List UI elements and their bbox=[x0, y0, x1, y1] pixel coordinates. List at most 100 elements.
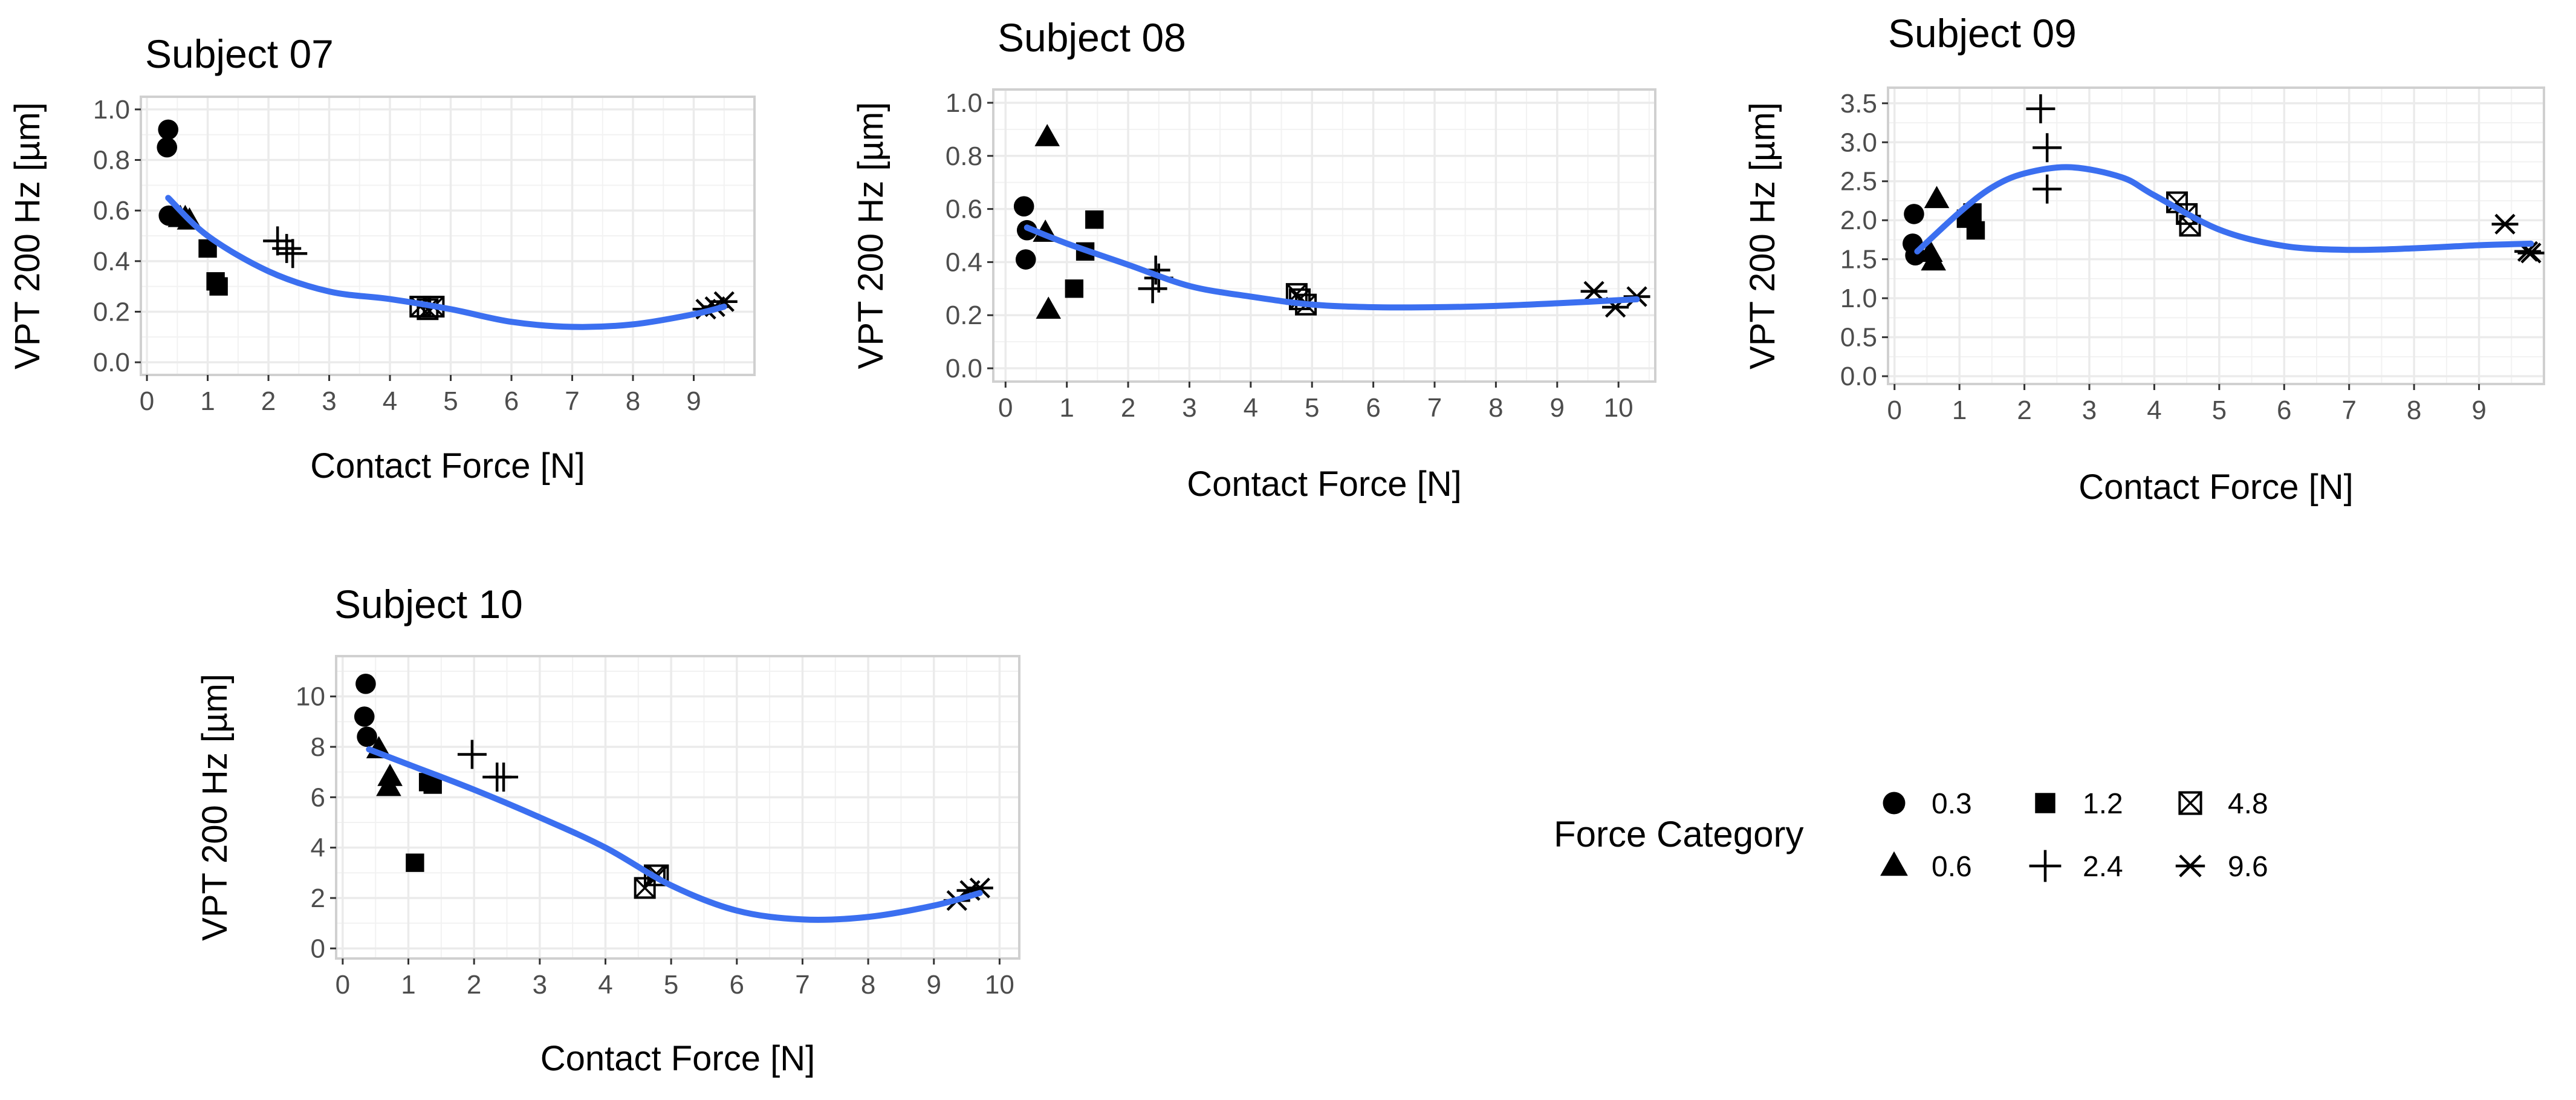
x-tick-label: 5 bbox=[1305, 393, 1319, 423]
data-point-0_3 bbox=[1015, 249, 1036, 270]
y-tick-label: 2.0 bbox=[1840, 206, 1877, 235]
data-point-0_3 bbox=[1013, 196, 1034, 217]
smooth-line bbox=[165, 195, 727, 330]
y-tick-label: 0.2 bbox=[946, 301, 982, 330]
y-tick-label: 2.5 bbox=[1840, 167, 1877, 197]
panel-border bbox=[992, 88, 1656, 383]
plot-area bbox=[336, 656, 1019, 958]
data-point-0_3 bbox=[355, 674, 376, 694]
data-point-2_4 bbox=[489, 763, 519, 792]
x-axis-label: Contact Force [N] bbox=[2078, 467, 2353, 507]
y-tick-label: 2 bbox=[311, 884, 325, 913]
data-point-2_4 bbox=[2026, 94, 2055, 123]
y-tick-label: 0.6 bbox=[93, 196, 130, 226]
y-axis-label: VPT 200 Hz [µm] bbox=[8, 102, 47, 369]
x-tick-label: 1 bbox=[200, 386, 215, 416]
x-tick-label: 8 bbox=[626, 386, 640, 416]
x-axis-label: Contact Force [N] bbox=[310, 446, 585, 486]
chart-title: Subject 10 bbox=[334, 582, 523, 626]
x-tick-label: 4 bbox=[2147, 395, 2161, 425]
y-tick-label: 0.8 bbox=[93, 146, 130, 175]
x-tick-label: 3 bbox=[2082, 395, 2097, 425]
x-tick-label: 7 bbox=[1427, 393, 1442, 423]
legend-item-0_6: 0.6 bbox=[1880, 851, 1972, 883]
data-point-0_6 bbox=[377, 763, 403, 786]
y-tick-label: 0.2 bbox=[93, 297, 130, 327]
y-tick-label: 0.8 bbox=[946, 142, 982, 171]
x-tick-label: 7 bbox=[2341, 395, 2356, 425]
y-tick-label: 0.6 bbox=[946, 195, 982, 224]
x-tick-label: 0 bbox=[998, 393, 1013, 423]
y-tick-label: 1.0 bbox=[1840, 284, 1877, 313]
x-tick-label: 2 bbox=[1121, 393, 1135, 423]
data-point-0_6 bbox=[1921, 248, 1946, 271]
x-tick-label: 2 bbox=[467, 970, 481, 1000]
x-tick-label: 0 bbox=[140, 386, 154, 416]
panel-border bbox=[1887, 86, 2545, 385]
x-tick-label: 9 bbox=[927, 970, 941, 1000]
x-tick-label: 1 bbox=[401, 970, 415, 1000]
y-tick-label: 0.4 bbox=[946, 247, 982, 277]
panel-2: 0 1 2 3 4 5 6 7 8 9 0.0 0.5 1.0 1.5 2.0 2.5 3.0 3.5 Subjec… bbox=[1743, 11, 2545, 507]
data-point-0_3 bbox=[157, 137, 178, 158]
x-tick-label: 6 bbox=[1366, 393, 1380, 423]
smooth-line bbox=[1914, 164, 2534, 255]
data-point-2_4 bbox=[278, 239, 308, 268]
grid bbox=[336, 656, 1019, 958]
x-tick-label: 3 bbox=[322, 386, 336, 416]
x-tick-label: 9 bbox=[1550, 393, 1565, 423]
x-tick-label: 2 bbox=[2017, 395, 2031, 425]
y-tick-label: 1.0 bbox=[946, 88, 982, 118]
x-tick-label: 8 bbox=[861, 970, 875, 1000]
data-point-2_4 bbox=[2033, 133, 2062, 163]
data-point-9_6 bbox=[1580, 281, 1608, 302]
data-point-0_6 bbox=[1036, 296, 1062, 319]
x-tick-label: 9 bbox=[686, 386, 701, 416]
panel-3: 0 1 2 3 4 5 6 7 8 9 10 0 2 4 6 8 10 Subject 10 Contact For… bbox=[195, 582, 1020, 1078]
legend-label: 0.3 bbox=[1932, 788, 1972, 820]
y-axis-label: VPT 200 Hz [µm] bbox=[1743, 102, 1782, 369]
legend-label: 4.8 bbox=[2228, 788, 2268, 820]
x-tick-label: 8 bbox=[2407, 395, 2421, 425]
chart-title: Subject 08 bbox=[998, 15, 1186, 60]
x-axis-label: Contact Force [N] bbox=[1187, 464, 1461, 504]
x-tick-label: 10 bbox=[1604, 393, 1634, 423]
plot-area bbox=[1888, 88, 2544, 384]
panel-border bbox=[335, 655, 1020, 960]
data-point-0_6 bbox=[1034, 123, 1060, 146]
data-point-1_2 bbox=[1065, 279, 1084, 298]
panel-1: 0 1 2 3 4 5 6 7 8 9 10 0.0 0.2 0.4 0.6 0.8 1.0 Subject 08… bbox=[851, 15, 1656, 504]
y-tick-label: 3.0 bbox=[1840, 128, 1877, 157]
y-tick-label: 4 bbox=[311, 833, 325, 863]
x-tick-label: 3 bbox=[533, 970, 547, 1000]
legend-label: 0.6 bbox=[1932, 851, 1972, 883]
data-point-0_3 bbox=[354, 706, 375, 727]
legend-item-1_2: 1.2 bbox=[2035, 788, 2123, 820]
x-tick-label: 7 bbox=[795, 970, 809, 1000]
x-tick-label: 0 bbox=[336, 970, 350, 1000]
y-tick-label: 10 bbox=[296, 682, 325, 712]
smooth-line bbox=[1024, 224, 1640, 311]
data-point-2_4 bbox=[2033, 174, 2062, 204]
x-tick-label: 4 bbox=[383, 386, 397, 416]
legend-item-4_8: 4.8 bbox=[2178, 788, 2268, 820]
y-tick-label: 1.0 bbox=[93, 95, 130, 125]
x-tick-label: 6 bbox=[730, 970, 744, 1000]
x-tick-label: 8 bbox=[1488, 393, 1503, 423]
data-point-1_2 bbox=[406, 853, 424, 872]
x-tick-label: 5 bbox=[2212, 395, 2227, 425]
y-axis-label: VPT 200 Hz [µm] bbox=[851, 102, 891, 369]
smooth-line bbox=[366, 746, 983, 923]
x-tick-label: 7 bbox=[565, 386, 579, 416]
grid bbox=[1888, 88, 2544, 384]
x-tick-label: 6 bbox=[504, 386, 519, 416]
legend-title: Force Category bbox=[1554, 814, 1804, 854]
legend: Force Category 0.3 0.6 1.2 2.4 4.8 9.6 bbox=[1554, 788, 2268, 883]
data-point-1_2 bbox=[209, 277, 228, 296]
y-tick-label: 0.0 bbox=[946, 354, 982, 383]
y-tick-label: 0.4 bbox=[93, 247, 130, 276]
legend-label: 1.2 bbox=[2083, 788, 2123, 820]
x-tick-label: 1 bbox=[1059, 393, 1074, 423]
data-point-0_3 bbox=[357, 726, 377, 747]
